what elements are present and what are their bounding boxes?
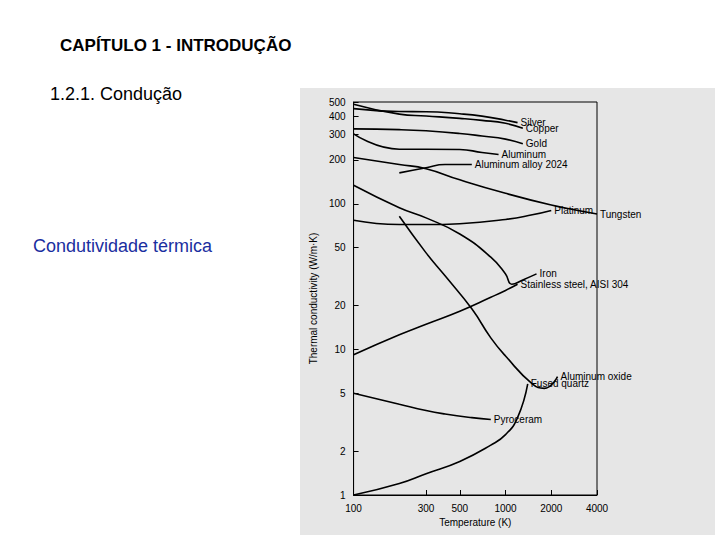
svg-text:Stainless steel, AISI 304: Stainless steel, AISI 304 — [521, 279, 629, 290]
svg-text:20: 20 — [334, 300, 346, 311]
svg-text:Thermal conductivity (W/m·K): Thermal conductivity (W/m·K) — [308, 233, 319, 365]
svg-text:100: 100 — [329, 198, 346, 209]
svg-text:Gold: Gold — [526, 138, 547, 149]
svg-text:500: 500 — [451, 503, 468, 514]
svg-text:300: 300 — [418, 503, 435, 514]
svg-text:10: 10 — [334, 344, 346, 355]
svg-text:100: 100 — [345, 503, 362, 514]
svg-text:1: 1 — [340, 490, 346, 501]
svg-text:200: 200 — [329, 154, 346, 165]
svg-text:Aluminum alloy 2024: Aluminum alloy 2024 — [475, 159, 568, 170]
html-text:1.2.1. Condução: 1.2.1. Condução — [50, 84, 183, 104]
svg-text:4000: 4000 — [586, 503, 609, 514]
svg-text:Copper: Copper — [526, 123, 559, 134]
svg-text:400: 400 — [329, 111, 346, 122]
svg-text:Temperature (K): Temperature (K) — [439, 517, 511, 528]
html-text:CAPÍTULO 1 - INTRODUÇÃO: CAPÍTULO 1 - INTRODUÇÃO — [60, 36, 292, 55]
svg-text:300: 300 — [329, 129, 346, 140]
svg-text:Tungsten: Tungsten — [600, 209, 641, 220]
svg-text:Platinum: Platinum — [554, 205, 593, 216]
html-text:Condutividade térmica: Condutividade térmica — [33, 236, 213, 256]
svg-text:Fused quartz: Fused quartz — [531, 378, 589, 389]
svg-text:Iron: Iron — [540, 268, 557, 279]
svg-text:50: 50 — [334, 242, 346, 253]
svg-text:2: 2 — [340, 446, 346, 457]
svg-text:Pyroceram: Pyroceram — [494, 414, 542, 425]
svg-text:Aluminum oxide: Aluminum oxide — [560, 371, 632, 383]
svg-text:5: 5 — [340, 388, 346, 399]
svg-text:1000: 1000 — [494, 503, 517, 514]
svg-text:2000: 2000 — [540, 503, 563, 514]
svg-text:Aluminum: Aluminum — [501, 149, 546, 160]
svg-text:500: 500 — [329, 97, 346, 108]
